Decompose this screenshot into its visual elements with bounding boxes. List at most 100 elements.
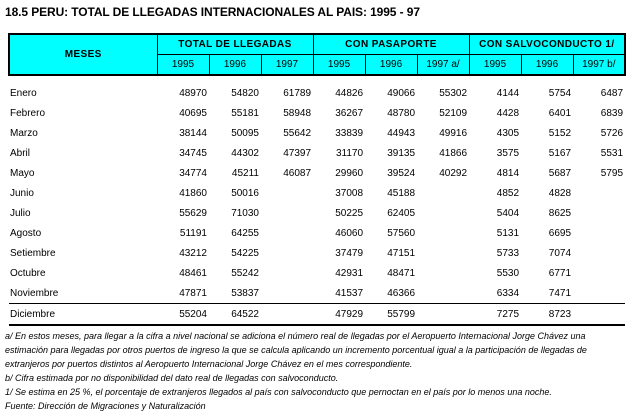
table-row: Junio 41860 50016 37008 45188 4852 4828: [9, 183, 625, 203]
value-cell: [417, 303, 470, 325]
value-cell: [261, 283, 313, 304]
value-cell: 4828: [548, 187, 572, 199]
value-cell: 55204: [157, 303, 209, 325]
arrivals-table: MESES TOTAL DE LLEGADAS CON PASAPORTE CO…: [8, 33, 626, 326]
footnote-a: a/ En estos meses, para llegar a la cifr…: [5, 331, 587, 369]
footnotes: a/ En estos meses, para llegar a la cifr…: [5, 329, 625, 412]
table-row: Marzo 38144 50095 55642 33839 44943 49916 4305 5…: [9, 123, 625, 143]
value-cell: [573, 263, 625, 283]
month-cell: Marzo: [10, 127, 38, 139]
year-header: 1996: [364, 54, 418, 76]
value-cell: [417, 203, 469, 223]
value-cell: 48780: [387, 107, 416, 119]
value-cell: 55242: [231, 267, 259, 279]
value-cell: 44943: [387, 127, 416, 139]
value-cell: 4305: [496, 127, 520, 139]
value-cell: 37479: [335, 247, 364, 259]
value-cell: 6401: [548, 107, 572, 119]
month-cell: Abril: [10, 147, 31, 159]
value-cell: 42931: [335, 267, 364, 279]
table-row: Noviembre 47871 53837 41537 46366 6334 7471: [9, 283, 625, 304]
year-header: 1997 a/: [416, 54, 470, 76]
value-cell: 64522: [209, 303, 261, 325]
value-cell: 51191: [179, 227, 207, 239]
value-cell: 6771: [548, 267, 572, 279]
table-row: Julio 55629 71030 50225 62405 5404 8625: [9, 203, 625, 223]
value-cell: 5530: [496, 267, 520, 279]
value-cell: 40695: [179, 107, 207, 119]
value-cell: 5733: [496, 247, 520, 259]
month-cell: Octubre: [10, 267, 46, 279]
value-cell: 54820: [231, 87, 259, 99]
value-cell: 5131: [496, 227, 520, 239]
footnote-1: 1/ Se estima en 25 %, el porcentaje de e…: [5, 387, 552, 397]
value-cell: 39524: [387, 167, 416, 179]
value-cell: 43212: [179, 247, 207, 259]
year-header: 1996: [208, 54, 262, 76]
month-cell: Setiembre: [10, 247, 56, 259]
value-cell: 5152: [548, 127, 572, 139]
value-cell: 45211: [231, 167, 259, 179]
value-cell: [417, 223, 469, 243]
value-cell: 54225: [231, 247, 259, 259]
month-cell: Julio: [10, 207, 31, 219]
table-row: Mayo 34774 45211 46087 29960 39524 40292 4814 56…: [9, 163, 625, 183]
value-cell: 57560: [387, 227, 416, 239]
value-cell: 41860: [179, 187, 207, 199]
value-cell: [573, 243, 625, 263]
value-cell: [261, 263, 313, 283]
value-cell: 64255: [231, 227, 259, 239]
table-row: Abril 34745 44302 47397 31170 39135 41866 3575 5…: [9, 143, 625, 163]
value-cell: 44302: [231, 147, 259, 159]
value-cell: 4852: [496, 187, 520, 199]
month-cell: Enero: [10, 87, 37, 99]
footnote-source: Fuente: Dirección de Migraciones y Natur…: [5, 401, 206, 411]
table-row: Febrero 40695 55181 58948 36267 48780 52109 442…: [9, 103, 625, 123]
value-cell: [417, 183, 469, 203]
value-cell: 5531: [600, 147, 624, 159]
month-cell: Mayo: [10, 167, 35, 179]
month-cell: Febrero: [10, 107, 46, 119]
column-group-con-salvoconducto: CON SALVOCONDUCTO 1/: [468, 33, 626, 55]
value-cell: 71030: [231, 207, 259, 219]
value-cell: 41866: [439, 147, 468, 159]
value-cell: 40292: [439, 167, 468, 179]
value-cell: 33839: [335, 127, 364, 139]
value-cell: 55181: [231, 107, 259, 119]
value-cell: 6695: [548, 227, 572, 239]
value-cell: 48471: [387, 267, 416, 279]
value-cell: 46087: [283, 167, 312, 179]
table-row: Enero 48970 54820 61789 44826 49066 55302 4144 5…: [9, 75, 625, 103]
value-cell: 8723: [521, 303, 574, 325]
value-cell: 48970: [179, 87, 207, 99]
value-cell: [261, 243, 313, 263]
month-cell: Agosto: [10, 227, 42, 239]
value-cell: 55799: [365, 303, 418, 325]
value-cell: 46366: [387, 287, 416, 299]
value-cell: [573, 303, 626, 325]
value-cell: 55302: [439, 87, 468, 99]
value-cell: 6487: [600, 87, 624, 99]
value-cell: 37008: [335, 187, 364, 199]
value-cell: [261, 303, 314, 325]
value-cell: 48461: [179, 267, 207, 279]
value-cell: 47397: [283, 147, 312, 159]
year-header: 1995: [156, 54, 210, 76]
table-row: Octubre 48461 55242 42931 48471 5530 6771: [9, 263, 625, 283]
value-cell: 47871: [179, 287, 207, 299]
value-cell: [573, 183, 625, 203]
table-row: Agosto 51191 64255 46060 57560 5131 6695: [9, 223, 625, 243]
value-cell: 4144: [496, 87, 520, 99]
value-cell: 47929: [313, 303, 366, 325]
value-cell: 47151: [387, 247, 416, 259]
value-cell: 50095: [231, 127, 259, 139]
value-cell: 31170: [335, 147, 364, 159]
column-group-con-pasaporte: CON PASAPORTE: [312, 33, 470, 55]
value-cell: 4428: [496, 107, 520, 119]
value-cell: 5726: [600, 127, 624, 139]
value-cell: [573, 203, 625, 223]
page-title: 18.5 PERU: TOTAL DE LLEGADAS INTERNACION…: [5, 5, 420, 19]
value-cell: 7275: [469, 303, 522, 325]
value-cell: 6839: [600, 107, 624, 119]
